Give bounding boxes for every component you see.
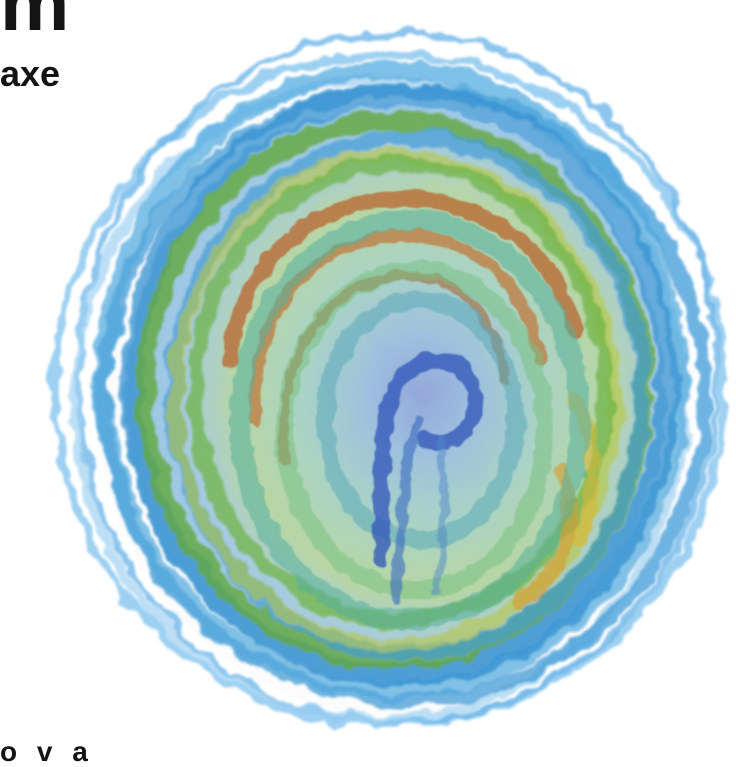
cover-title-fragment: m (0, 0, 69, 47)
cover-bottom-fragment: o v a (0, 736, 94, 767)
cover-subtitle-fragment: axe (0, 53, 61, 94)
